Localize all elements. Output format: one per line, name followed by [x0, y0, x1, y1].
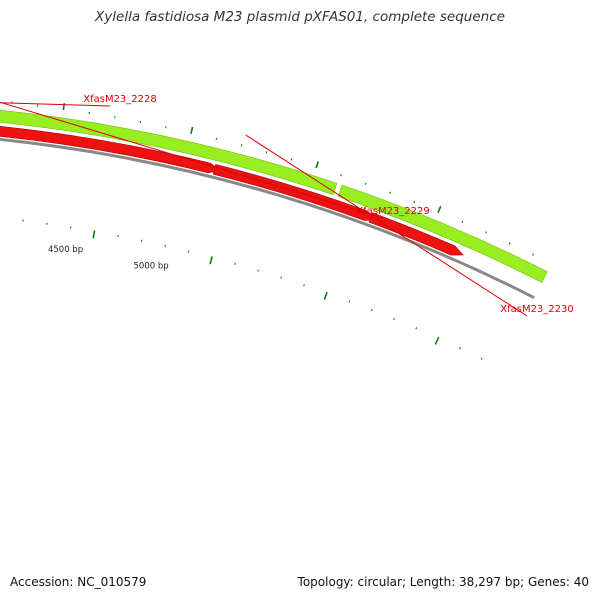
gene-leader-line [0, 102, 111, 107]
minor-tick [413, 200, 416, 204]
major-tick [315, 161, 320, 169]
gene-tracks [0, 109, 548, 299]
gene-labels: XfasM23_2228 XfasM23_2229 XfasM23_2230 [0, 94, 574, 317]
scale-labels: 2000 bp2500 bp3000 bp3500 bp4000 bp4500 … [48, 245, 169, 271]
backbone-circle [0, 137, 535, 299]
minor-tick [303, 284, 305, 287]
minor-tick [508, 242, 511, 245]
accession-label: Accession: NC_010579 [10, 575, 147, 589]
minor-tick [257, 269, 259, 272]
minor-tick [485, 231, 488, 234]
minor-tick [532, 253, 535, 256]
topology-label: Topology: circular; Length: 38,297 bp; G… [297, 575, 589, 589]
minor-tick [393, 317, 395, 321]
minor-tick [265, 151, 268, 154]
reverse-gene [368, 212, 464, 256]
tick-marks [11, 101, 535, 360]
major-tick [434, 336, 440, 345]
major-tick [437, 205, 442, 213]
gene-label: XfasM23_2230 [500, 304, 574, 315]
minor-tick [240, 144, 243, 147]
minor-tick [340, 174, 342, 177]
minor-tick [415, 327, 418, 330]
minor-tick [290, 158, 293, 161]
minor-tick [348, 300, 351, 303]
scale-label: 4500 bp [48, 245, 83, 255]
map-title: Xylella fastidiosa M23 plasmid pXFAS01, … [95, 9, 505, 25]
forward-gene-segment [337, 184, 548, 283]
minor-tick [459, 347, 462, 350]
gene-leader-line [0, 101, 384, 219]
minor-tick [480, 357, 483, 360]
major-tick [92, 230, 96, 239]
gene-leader-line [245, 134, 528, 317]
major-tick [190, 126, 194, 135]
minor-tick [461, 220, 464, 224]
gene-label: XfasM23_2229 [356, 206, 430, 217]
minor-tick [389, 191, 391, 194]
minor-tick [364, 182, 367, 185]
major-tick [323, 291, 328, 300]
minor-tick [234, 262, 236, 265]
minor-tick [280, 276, 282, 279]
scale-label: 5000 bp [134, 261, 169, 271]
forward-gene-segment [0, 109, 338, 196]
gene-label: XfasM23_2228 [83, 94, 157, 105]
major-tick [209, 256, 213, 265]
minor-tick [370, 308, 373, 312]
